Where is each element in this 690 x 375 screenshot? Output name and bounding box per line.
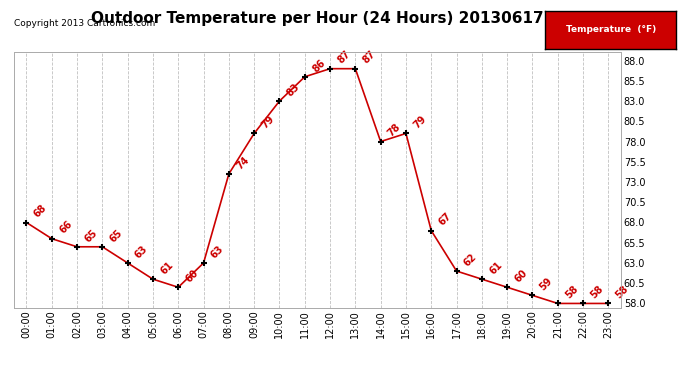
Text: 66: 66 [57, 219, 74, 236]
Text: Temperature  (°F): Temperature (°F) [566, 26, 656, 34]
Text: 67: 67 [437, 211, 453, 228]
Text: 58: 58 [614, 284, 631, 301]
Text: 60: 60 [513, 268, 529, 285]
Text: Copyright 2013 Cartronics.com: Copyright 2013 Cartronics.com [14, 19, 155, 28]
Text: 87: 87 [335, 49, 353, 66]
Text: Outdoor Temperature per Hour (24 Hours) 20130617: Outdoor Temperature per Hour (24 Hours) … [91, 11, 544, 26]
Text: 65: 65 [108, 227, 124, 244]
Text: 58: 58 [563, 284, 580, 301]
Text: 83: 83 [285, 82, 302, 98]
Text: 61: 61 [159, 260, 175, 276]
Text: 61: 61 [487, 260, 504, 276]
Text: 79: 79 [411, 114, 428, 130]
Text: 62: 62 [462, 252, 479, 268]
Text: 58: 58 [589, 284, 605, 301]
Text: 87: 87 [361, 49, 377, 66]
Text: 68: 68 [32, 203, 49, 220]
Text: 74: 74 [235, 154, 251, 171]
Text: 86: 86 [310, 57, 327, 74]
Text: 63: 63 [209, 244, 226, 260]
Text: 79: 79 [259, 114, 276, 130]
Text: 63: 63 [133, 244, 150, 260]
Text: 59: 59 [538, 276, 555, 292]
Text: 78: 78 [386, 122, 403, 139]
Text: 60: 60 [184, 268, 200, 285]
Text: 65: 65 [83, 227, 99, 244]
